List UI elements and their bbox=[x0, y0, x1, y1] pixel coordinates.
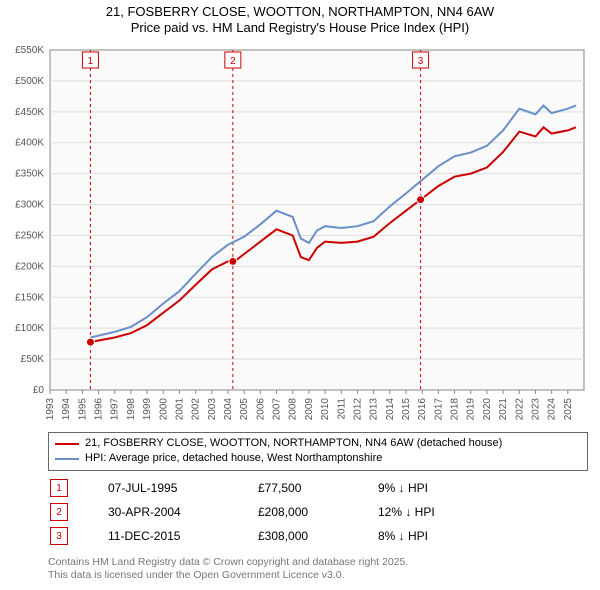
svg-text:£500K: £500K bbox=[15, 76, 44, 87]
svg-text:£200K: £200K bbox=[15, 261, 44, 272]
svg-text:£100K: £100K bbox=[15, 323, 44, 334]
footer-line2: This data is licensed under the Open Gov… bbox=[48, 569, 588, 582]
svg-text:3: 3 bbox=[418, 56, 424, 67]
svg-text:£450K: £450K bbox=[15, 107, 44, 118]
marker-row: 3 11-DEC-2015 £308,000 8% ↓ HPI bbox=[48, 524, 588, 548]
marker-date: 11-DEC-2015 bbox=[68, 529, 258, 543]
marker-diff: 9% ↓ HPI bbox=[378, 481, 518, 495]
footer-text: Contains HM Land Registry data © Crown c… bbox=[48, 556, 588, 582]
svg-text:2020: 2020 bbox=[482, 398, 493, 421]
marker-date: 07-JUL-1995 bbox=[68, 481, 258, 495]
svg-text:£150K: £150K bbox=[15, 292, 44, 303]
svg-text:£250K: £250K bbox=[15, 230, 44, 241]
svg-text:2019: 2019 bbox=[466, 398, 477, 421]
title-block: 21, FOSBERRY CLOSE, WOOTTON, NORTHAMPTON… bbox=[0, 0, 600, 37]
svg-text:2021: 2021 bbox=[498, 398, 509, 421]
legend-label-1: 21, FOSBERRY CLOSE, WOOTTON, NORTHAMPTON… bbox=[85, 436, 502, 451]
svg-text:1993: 1993 bbox=[45, 398, 56, 421]
svg-text:2010: 2010 bbox=[320, 398, 331, 421]
title-line1: 21, FOSBERRY CLOSE, WOOTTON, NORTHAMPTON… bbox=[0, 4, 600, 20]
svg-text:2004: 2004 bbox=[223, 398, 234, 421]
legend-row: 21, FOSBERRY CLOSE, WOOTTON, NORTHAMPTON… bbox=[55, 436, 581, 451]
marker-price: £308,000 bbox=[258, 529, 378, 543]
svg-text:1996: 1996 bbox=[94, 398, 105, 421]
chart-container: 21, FOSBERRY CLOSE, WOOTTON, NORTHAMPTON… bbox=[0, 0, 600, 590]
svg-text:2017: 2017 bbox=[433, 398, 444, 421]
svg-text:2014: 2014 bbox=[385, 398, 396, 421]
legend: 21, FOSBERRY CLOSE, WOOTTON, NORTHAMPTON… bbox=[48, 432, 588, 471]
marker-row: 1 07-JUL-1995 £77,500 9% ↓ HPI bbox=[48, 476, 588, 500]
svg-text:2001: 2001 bbox=[174, 398, 185, 421]
svg-text:2000: 2000 bbox=[158, 398, 169, 421]
marker-diff: 8% ↓ HPI bbox=[378, 529, 518, 543]
marker-badge-3: 3 bbox=[50, 527, 68, 545]
svg-text:2012: 2012 bbox=[352, 398, 363, 421]
svg-text:£0: £0 bbox=[33, 385, 45, 396]
legend-swatch-1 bbox=[55, 443, 79, 445]
svg-text:2015: 2015 bbox=[401, 398, 412, 421]
legend-row: HPI: Average price, detached house, West… bbox=[55, 451, 581, 466]
svg-text:£550K: £550K bbox=[15, 45, 44, 56]
svg-text:2006: 2006 bbox=[255, 398, 266, 421]
svg-text:2025: 2025 bbox=[563, 398, 574, 421]
svg-text:£350K: £350K bbox=[15, 169, 44, 180]
svg-text:2024: 2024 bbox=[547, 398, 558, 421]
svg-text:2023: 2023 bbox=[530, 398, 541, 421]
svg-text:2005: 2005 bbox=[239, 398, 250, 421]
svg-text:2008: 2008 bbox=[288, 398, 299, 421]
marker-price: £77,500 bbox=[258, 481, 378, 495]
legend-label-2: HPI: Average price, detached house, West… bbox=[85, 451, 382, 466]
svg-text:2002: 2002 bbox=[191, 398, 202, 421]
marker-date: 30-APR-2004 bbox=[68, 505, 258, 519]
svg-text:£400K: £400K bbox=[15, 138, 44, 149]
marker-table: 1 07-JUL-1995 £77,500 9% ↓ HPI 2 30-APR-… bbox=[48, 476, 588, 548]
marker-diff: 12% ↓ HPI bbox=[378, 505, 518, 519]
svg-text:2018: 2018 bbox=[450, 398, 461, 421]
title-line2: Price paid vs. HM Land Registry's House … bbox=[0, 20, 600, 36]
marker-row: 2 30-APR-2004 £208,000 12% ↓ HPI bbox=[48, 500, 588, 524]
legend-swatch-2 bbox=[55, 458, 79, 460]
svg-text:2011: 2011 bbox=[336, 398, 347, 420]
svg-text:2009: 2009 bbox=[304, 398, 315, 421]
svg-text:1998: 1998 bbox=[126, 398, 137, 421]
svg-text:1994: 1994 bbox=[61, 398, 72, 421]
svg-text:2013: 2013 bbox=[369, 398, 380, 421]
svg-text:2016: 2016 bbox=[417, 398, 428, 421]
svg-text:2: 2 bbox=[230, 56, 236, 67]
svg-text:2007: 2007 bbox=[272, 398, 283, 421]
svg-text:1: 1 bbox=[88, 56, 94, 67]
svg-text:£50K: £50K bbox=[21, 354, 45, 365]
svg-text:1995: 1995 bbox=[77, 398, 88, 421]
svg-text:2003: 2003 bbox=[207, 398, 218, 421]
svg-text:1997: 1997 bbox=[110, 398, 121, 421]
svg-text:2022: 2022 bbox=[514, 398, 525, 421]
footer-line1: Contains HM Land Registry data © Crown c… bbox=[48, 556, 588, 569]
svg-text:£300K: £300K bbox=[15, 200, 44, 211]
marker-price: £208,000 bbox=[258, 505, 378, 519]
marker-badge-1: 1 bbox=[50, 479, 68, 497]
chart-area: £0£50K£100K£150K£200K£250K£300K£350K£400… bbox=[48, 44, 588, 424]
chart-svg: £0£50K£100K£150K£200K£250K£300K£350K£400… bbox=[48, 44, 588, 424]
svg-text:1999: 1999 bbox=[142, 398, 153, 421]
marker-badge-2: 2 bbox=[50, 503, 68, 521]
